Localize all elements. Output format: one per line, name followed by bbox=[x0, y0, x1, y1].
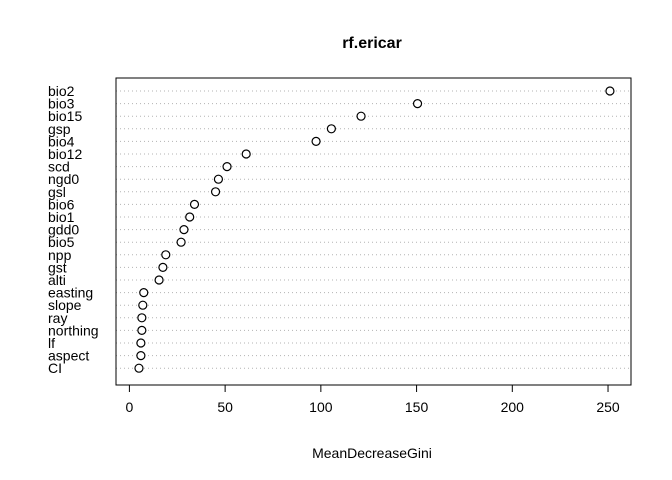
y-label-northing: northing bbox=[48, 322, 99, 338]
x-tick-label-0: 0 bbox=[126, 399, 134, 415]
y-label-lf: lf bbox=[48, 335, 55, 351]
x-axis: 0 50 100 150 200 250 bbox=[126, 384, 620, 415]
point-gsp bbox=[326, 124, 336, 134]
data-points bbox=[134, 86, 615, 373]
point-bio2 bbox=[605, 86, 615, 96]
y-label-bio15: bio15 bbox=[48, 108, 82, 124]
point-gdd0 bbox=[179, 225, 189, 235]
x-tick-label-200: 200 bbox=[501, 399, 525, 415]
point-alti bbox=[154, 275, 164, 285]
y-label-easting: easting bbox=[48, 285, 93, 301]
x-axis-label: MeanDecreaseGini bbox=[312, 445, 432, 461]
y-label-bio2: bio2 bbox=[48, 83, 75, 99]
point-gst bbox=[158, 262, 168, 272]
point-aspect bbox=[136, 351, 146, 361]
point-ray bbox=[137, 313, 147, 323]
point-bio12 bbox=[241, 149, 251, 159]
y-label-aspect: aspect bbox=[48, 348, 89, 364]
y-label-gsp: gsp bbox=[48, 121, 71, 137]
y-label-bio1: bio1 bbox=[48, 209, 75, 225]
point-scd bbox=[222, 162, 232, 172]
point-bio1 bbox=[185, 212, 195, 222]
chart-title: rf.ericar bbox=[342, 35, 402, 52]
point-northing bbox=[137, 325, 147, 335]
y-label-bio4: bio4 bbox=[48, 133, 75, 149]
point-bio5 bbox=[176, 237, 186, 247]
point-gsl bbox=[210, 187, 221, 197]
plot-frame bbox=[115, 77, 632, 386]
y-labels: bio2bio3bio15gspbio4bio12scdngd0gslbio6b… bbox=[48, 83, 99, 376]
y-label-ngd0: ngd0 bbox=[48, 171, 79, 187]
y-label-bio3: bio3 bbox=[48, 96, 75, 112]
x-tick-label-100: 100 bbox=[309, 399, 333, 415]
point-easting bbox=[139, 288, 149, 298]
point-bio3 bbox=[412, 98, 423, 109]
y-label-gst: gst bbox=[48, 259, 67, 275]
point-bio6 bbox=[189, 199, 200, 209]
point-npp bbox=[161, 250, 171, 260]
x-tick-label-250: 250 bbox=[596, 399, 620, 415]
y-label-npp: npp bbox=[48, 247, 72, 263]
point-slope bbox=[138, 300, 148, 310]
x-tick-label-150: 150 bbox=[405, 399, 429, 415]
y-label-scd: scd bbox=[48, 159, 70, 175]
y-label-bio5: bio5 bbox=[48, 234, 75, 250]
y-label-ray: ray bbox=[48, 310, 67, 326]
point-lf bbox=[136, 338, 146, 348]
y-label-gsl: gsl bbox=[48, 184, 66, 200]
y-label-CI: CI bbox=[48, 360, 62, 376]
y-label-slope: slope bbox=[48, 297, 82, 313]
gridlines bbox=[116, 90, 631, 369]
point-CI bbox=[134, 363, 144, 373]
y-label-alti: alti bbox=[48, 272, 66, 288]
y-label-bio12: bio12 bbox=[48, 146, 82, 162]
point-bio4 bbox=[311, 136, 321, 146]
x-tick-label-50: 50 bbox=[217, 399, 233, 415]
point-bio15 bbox=[356, 111, 366, 121]
y-label-gdd0: gdd0 bbox=[48, 222, 79, 238]
y-label-bio6: bio6 bbox=[48, 196, 75, 212]
point-ngd0 bbox=[213, 174, 224, 184]
